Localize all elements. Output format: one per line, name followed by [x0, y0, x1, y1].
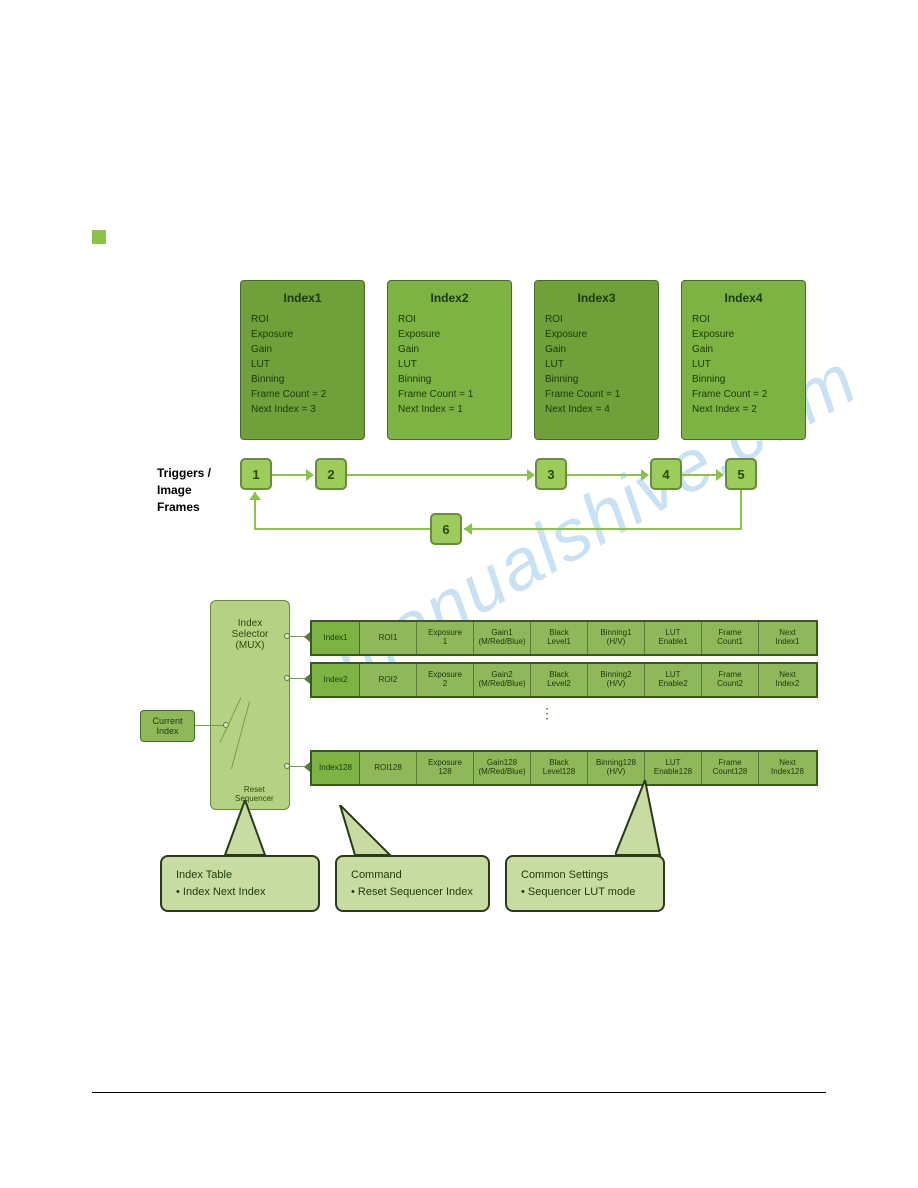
callout-common-settings: Common Settings • Sequencer LUT mode	[505, 855, 665, 912]
table-row-128: Index128 ROI128 Exposure 128 Gain128 (M/…	[310, 750, 818, 786]
flow-node-1: 1	[240, 458, 272, 490]
index-title: Index1	[251, 289, 354, 307]
callout-index-table: Index Table • Index Next Index	[160, 855, 320, 912]
index-title: Index4	[692, 289, 795, 307]
triggers-label: Triggers / Image Frames	[157, 465, 211, 515]
table-row-2: Index2 ROI2 Exposure 2 Gain2 (M/Red/Blue…	[310, 662, 818, 698]
callout-pointer-1	[220, 800, 270, 860]
callout-pointer-2	[330, 805, 400, 860]
callout-pointer-3	[615, 780, 675, 860]
index-box-4: Index4 ROI Exposure Gain LUT Binning Fra…	[681, 280, 806, 440]
current-index: Current Index	[140, 710, 195, 742]
flow-node-3: 3	[535, 458, 567, 490]
table-row-1: Index1 ROI1 Exposure 1 Gain1 (M/Red/Blue…	[310, 620, 818, 656]
index-title: Index2	[398, 289, 501, 307]
footer-rule	[92, 1092, 826, 1093]
flow-node-4: 4	[650, 458, 682, 490]
flow-node-5: 5	[725, 458, 757, 490]
callout-command: Command • Reset Sequencer Index	[335, 855, 490, 912]
index-box-3: Index3 ROI Exposure Gain LUT Binning Fra…	[534, 280, 659, 440]
flow-node-2: 2	[315, 458, 347, 490]
section-marker	[92, 230, 106, 244]
index-title: Index3	[545, 289, 648, 307]
indices-row: Index1 ROI Exposure Gain LUT Binning Fra…	[240, 280, 806, 440]
index-box-2: Index2 ROI Exposure Gain LUT Binning Fra…	[387, 280, 512, 440]
index-box-1: Index1 ROI Exposure Gain LUT Binning Fra…	[240, 280, 365, 440]
index-selector: Index Selector (MUX) Reset Sequencer	[210, 600, 290, 810]
flow-node-6: 6	[430, 513, 462, 545]
ellipsis: ⋮	[540, 705, 557, 722]
